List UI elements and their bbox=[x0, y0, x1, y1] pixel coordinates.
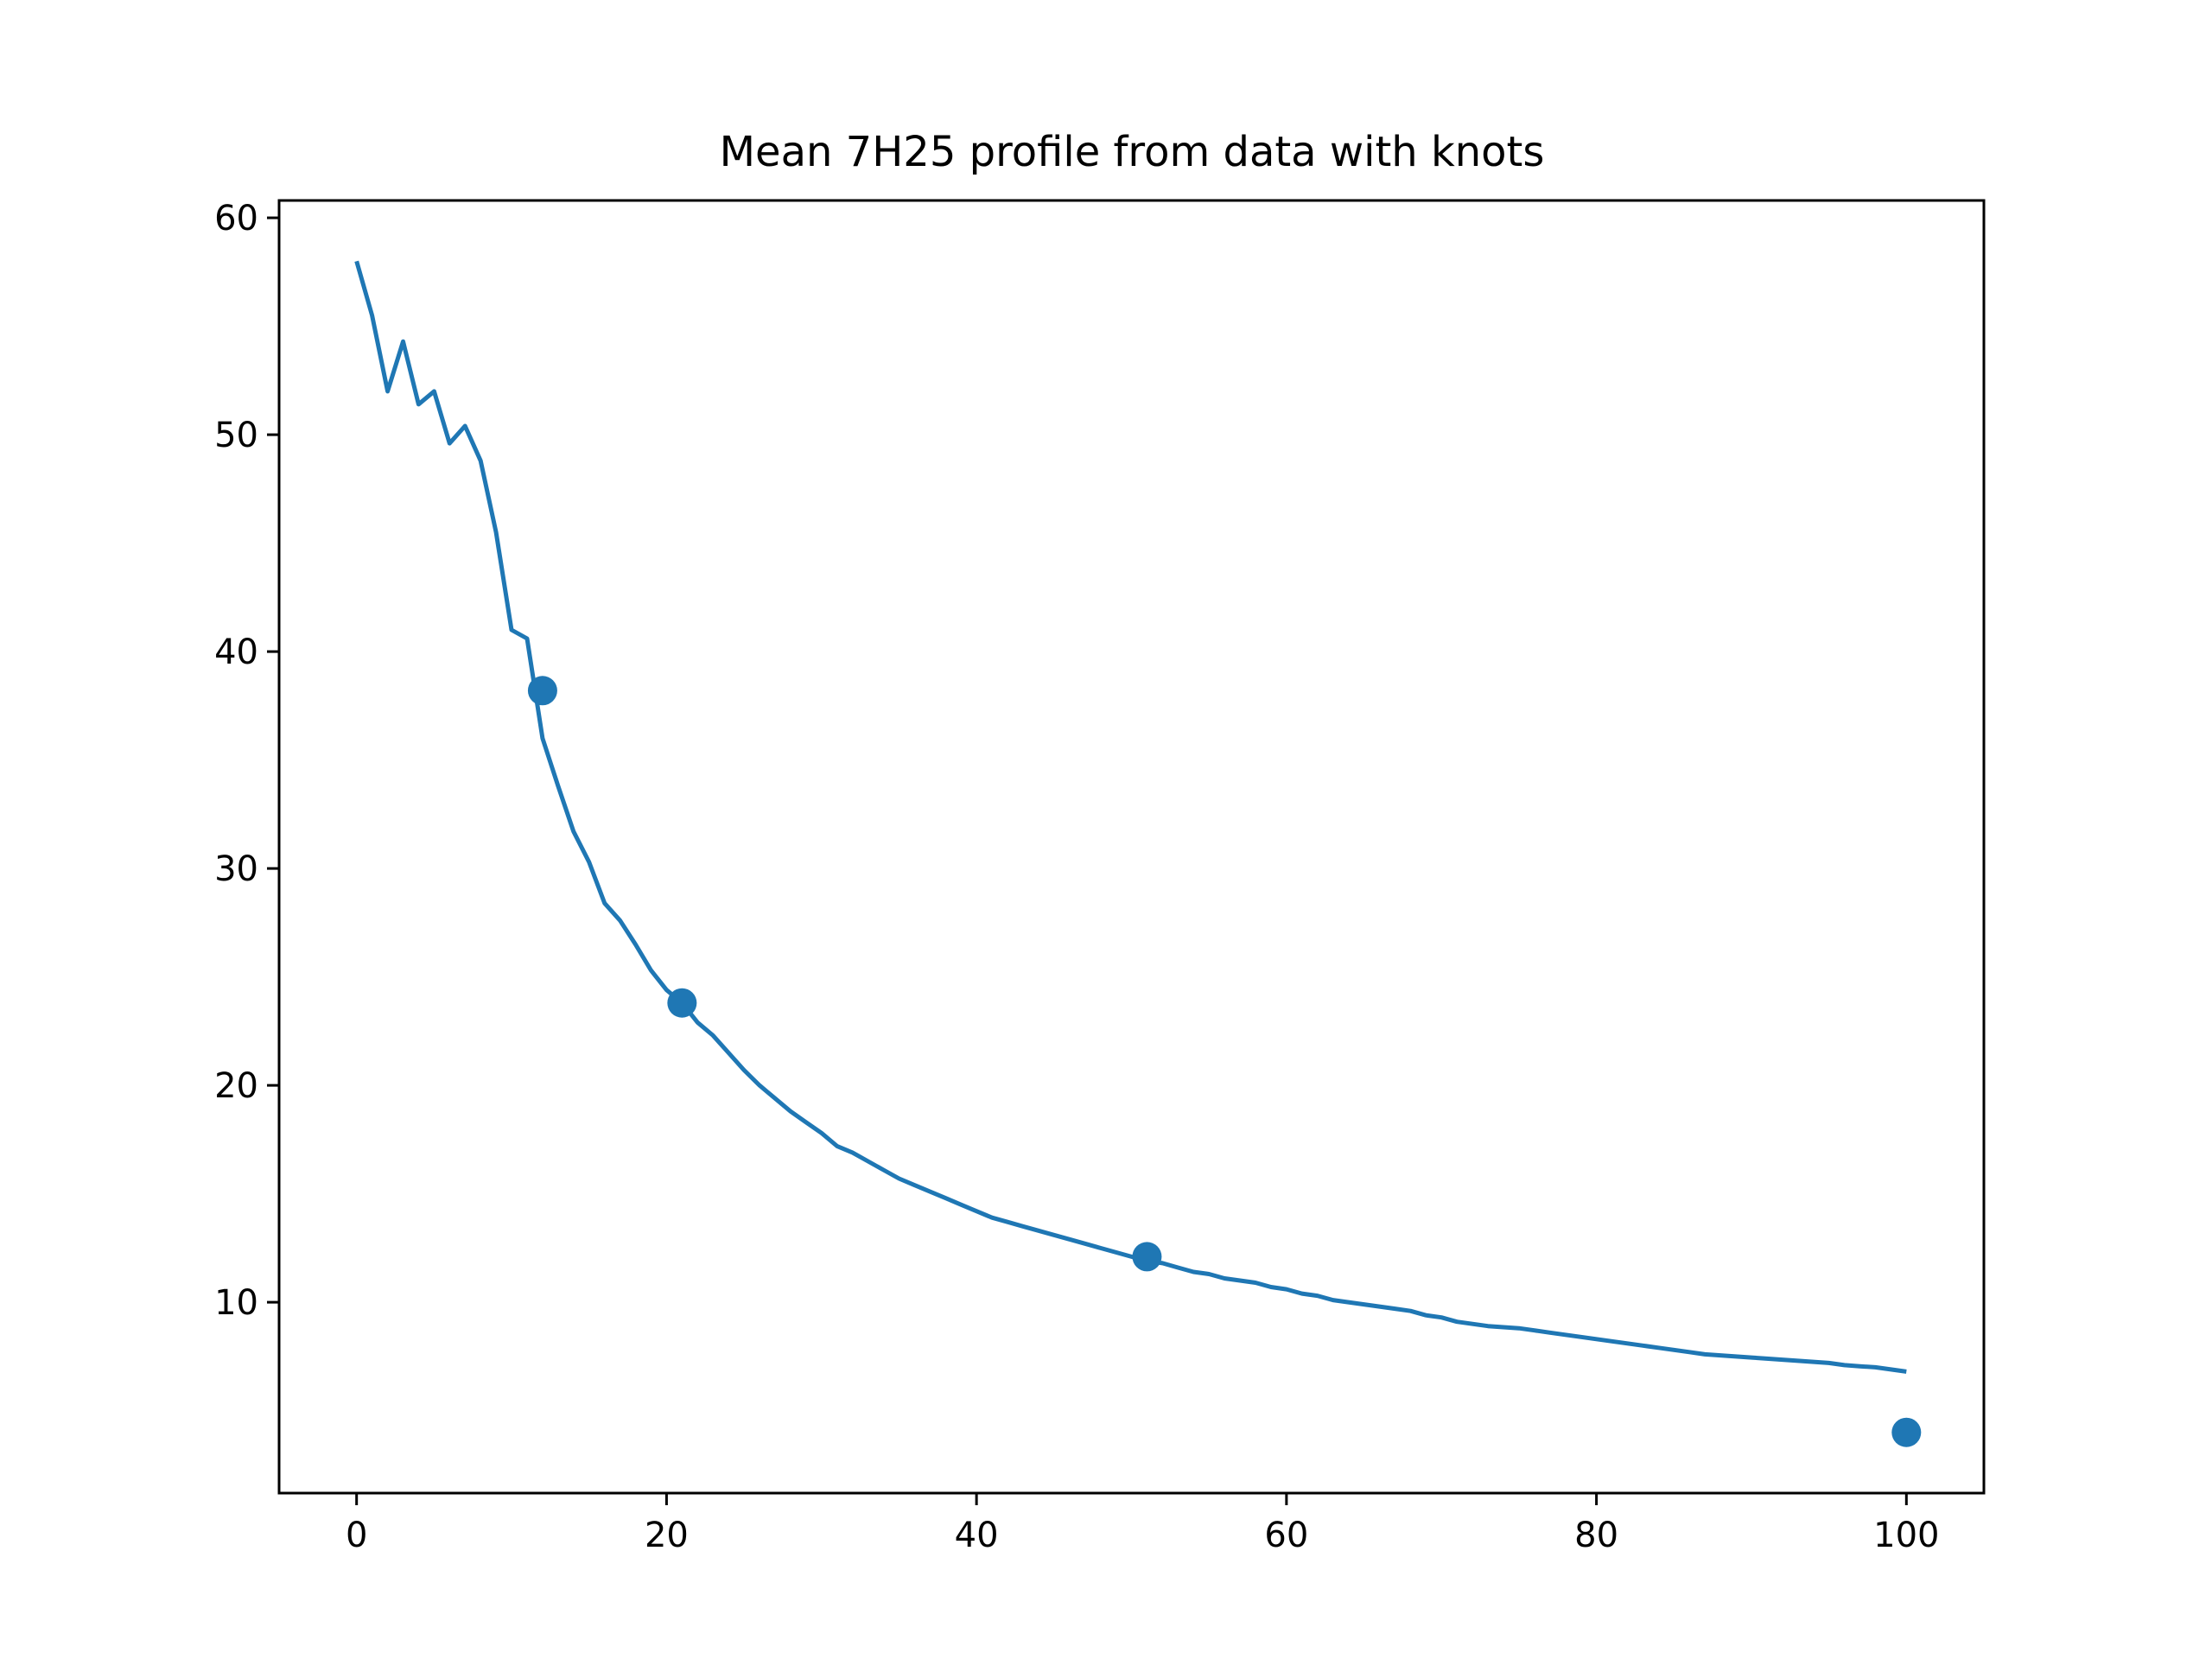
y-tick-label: 60 bbox=[214, 199, 258, 238]
knot-point bbox=[527, 676, 557, 706]
x-axis-ticks: 0 20 40 60 80 100 bbox=[346, 1493, 1939, 1555]
knot-point bbox=[1891, 1417, 1922, 1447]
x-tick-label: 0 bbox=[346, 1516, 367, 1555]
y-tick-label: 30 bbox=[214, 849, 258, 889]
y-tick-label: 40 bbox=[214, 632, 258, 672]
x-tick-label: 60 bbox=[1264, 1516, 1308, 1555]
knot-point bbox=[1132, 1242, 1162, 1272]
knot-markers bbox=[527, 676, 1922, 1447]
y-tick-label: 50 bbox=[214, 416, 258, 455]
y-axis-ticks: 10 20 30 40 50 60 bbox=[214, 199, 279, 1323]
x-tick-label: 20 bbox=[645, 1516, 689, 1555]
profile-line bbox=[354, 260, 1907, 1374]
plot-frame bbox=[277, 199, 1986, 1495]
x-tick-label: 80 bbox=[1574, 1516, 1618, 1555]
chart-title: Mean 7H25 profile from data with knots bbox=[720, 128, 1545, 176]
x-tick-label: 40 bbox=[955, 1516, 999, 1555]
x-tick-label: 100 bbox=[1873, 1516, 1939, 1555]
y-tick-label: 10 bbox=[214, 1283, 258, 1323]
y-tick-label: 20 bbox=[214, 1066, 258, 1106]
knot-point bbox=[667, 988, 697, 1018]
